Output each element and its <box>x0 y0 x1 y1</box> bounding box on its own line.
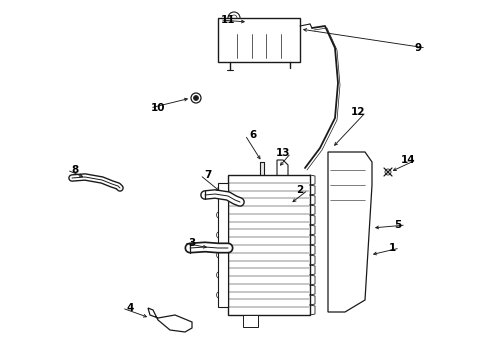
Polygon shape <box>218 18 299 62</box>
Polygon shape <box>218 183 227 307</box>
Text: 14: 14 <box>400 155 414 165</box>
Circle shape <box>216 231 223 238</box>
Circle shape <box>193 95 198 100</box>
Text: 4: 4 <box>126 303 133 313</box>
Text: 8: 8 <box>71 165 79 175</box>
Text: 1: 1 <box>387 243 395 253</box>
Polygon shape <box>148 308 192 332</box>
Text: 5: 5 <box>393 220 401 230</box>
Polygon shape <box>243 315 258 327</box>
Text: 12: 12 <box>350 107 365 117</box>
Circle shape <box>216 252 223 258</box>
Circle shape <box>284 199 295 211</box>
Circle shape <box>216 271 223 279</box>
Text: 9: 9 <box>414 43 421 53</box>
Text: 13: 13 <box>275 148 290 158</box>
Circle shape <box>216 192 223 198</box>
Circle shape <box>227 12 240 24</box>
Polygon shape <box>227 175 309 315</box>
Text: 11: 11 <box>220 15 235 25</box>
Text: 10: 10 <box>150 103 165 113</box>
Polygon shape <box>327 152 371 312</box>
Polygon shape <box>260 162 264 230</box>
Polygon shape <box>276 160 287 183</box>
Circle shape <box>216 211 223 219</box>
FancyBboxPatch shape <box>220 19 297 35</box>
Text: 6: 6 <box>249 130 256 140</box>
Circle shape <box>191 93 201 103</box>
Text: 2: 2 <box>296 185 303 195</box>
Text: 7: 7 <box>204 170 211 180</box>
Text: 3: 3 <box>188 238 195 248</box>
Circle shape <box>216 292 223 298</box>
